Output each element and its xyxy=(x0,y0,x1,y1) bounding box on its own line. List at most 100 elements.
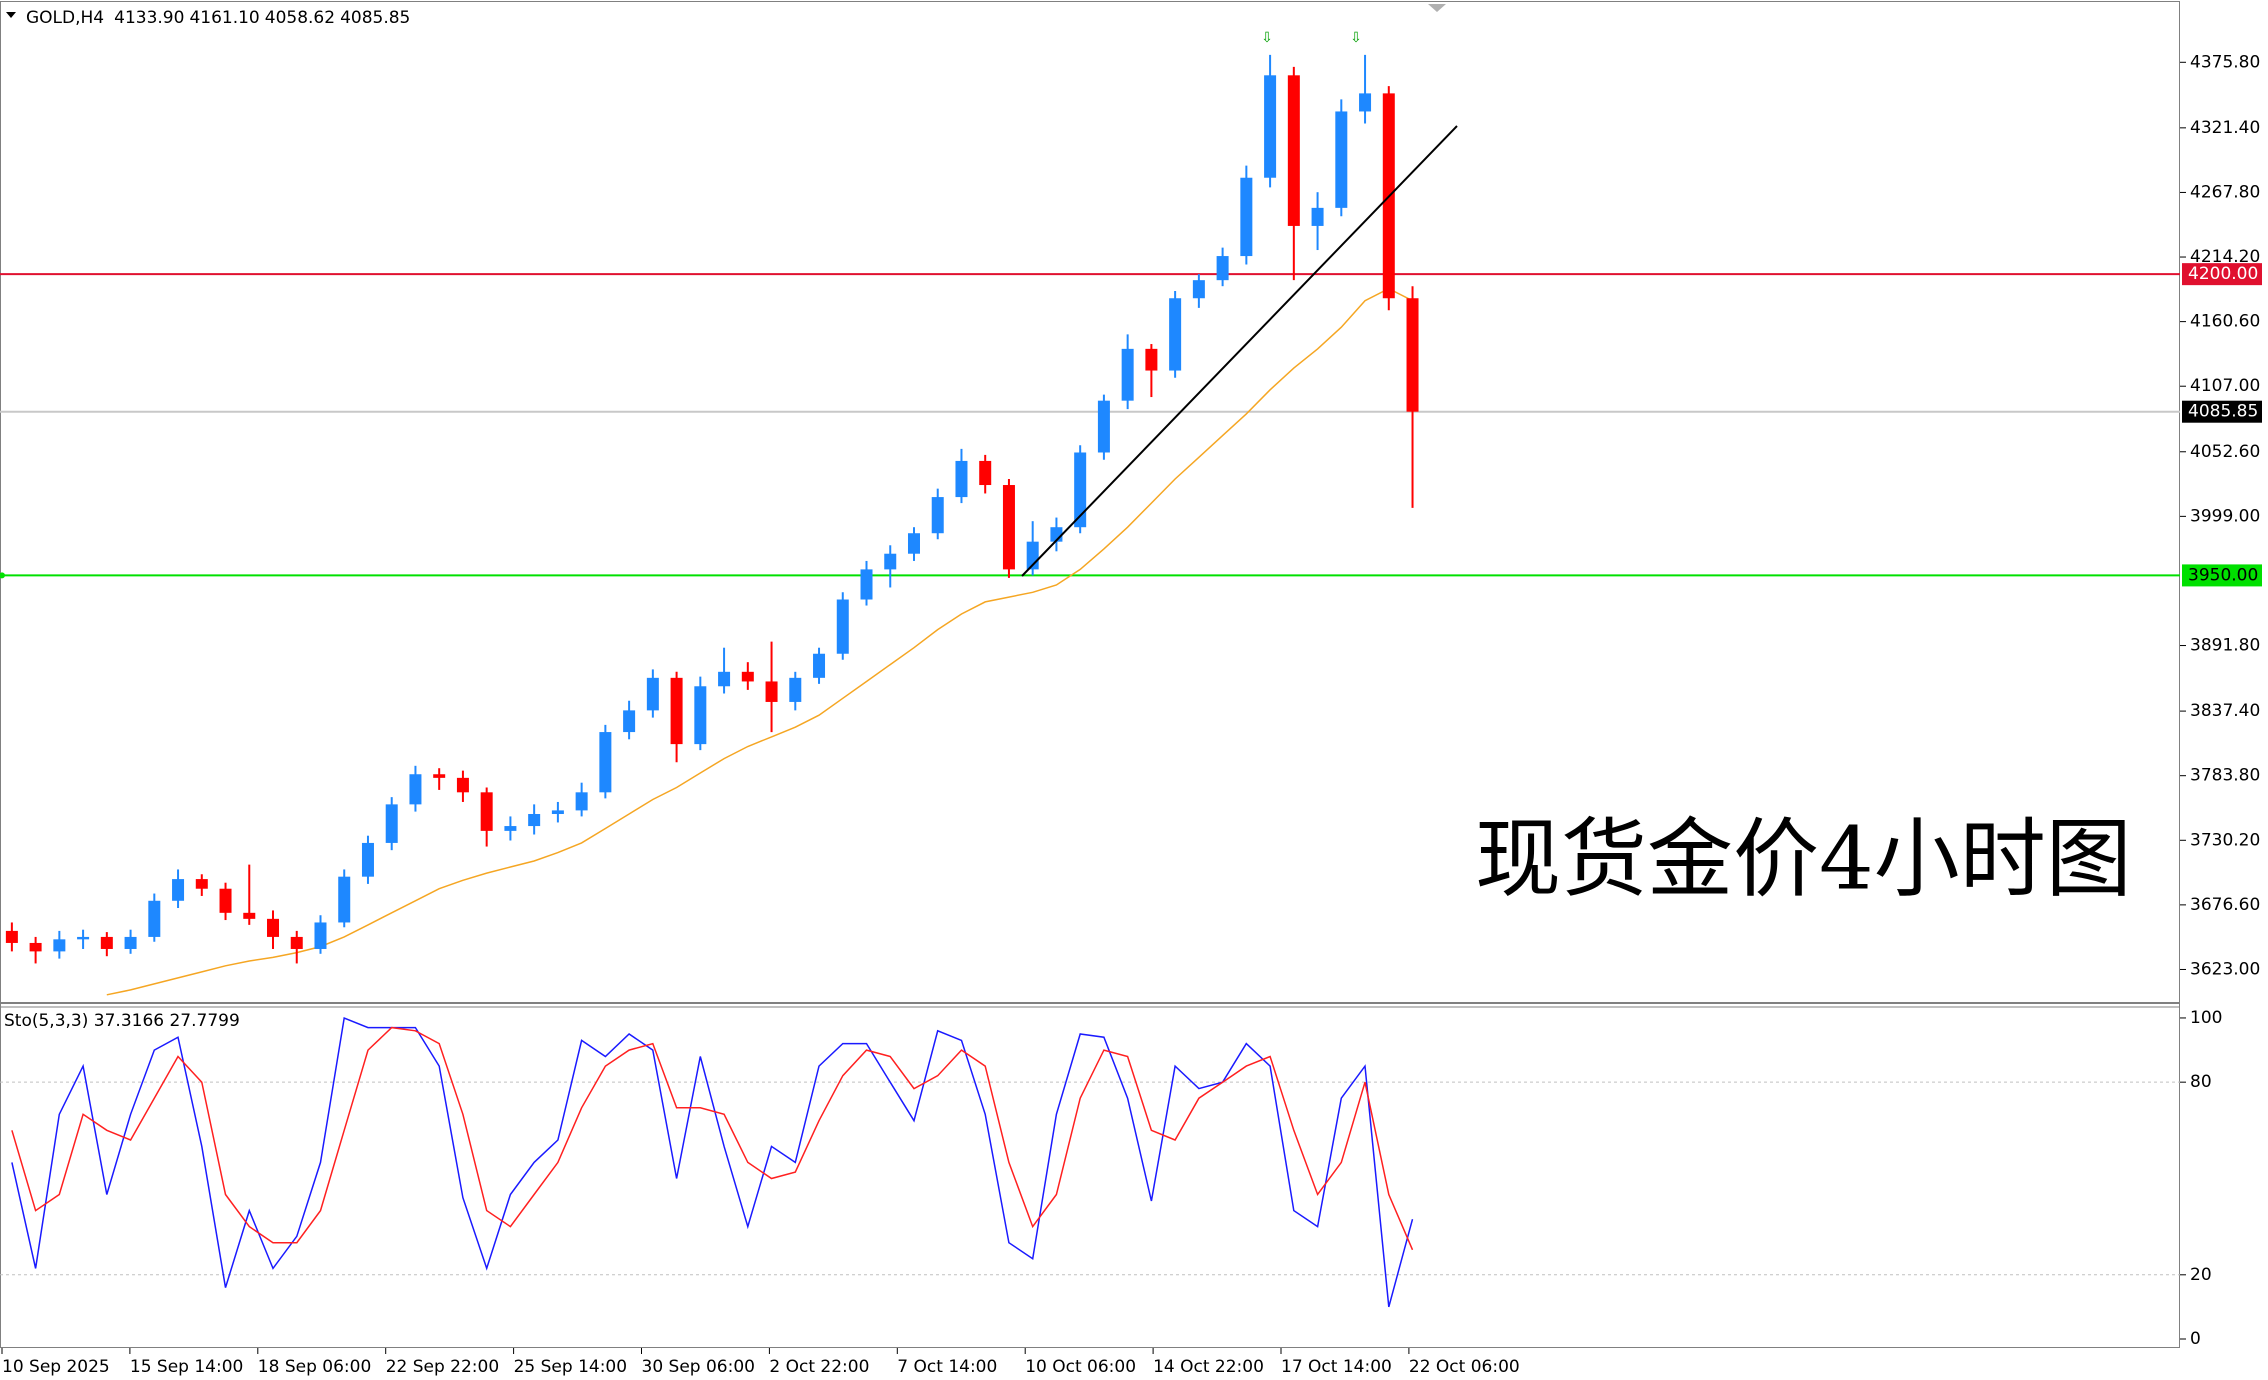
candle-body xyxy=(907,533,920,554)
y-tick-label: 3623.00 xyxy=(2190,959,2260,979)
candle-body xyxy=(694,686,707,745)
candle-body xyxy=(528,814,541,827)
symbol-menu-arrow[interactable] xyxy=(6,12,16,18)
x-tick-label: 10 Oct 06:00 xyxy=(1025,1357,1136,1377)
candle-body xyxy=(172,879,185,901)
candle-body xyxy=(599,732,612,793)
candle-body xyxy=(860,569,873,600)
candle-body xyxy=(1240,177,1253,257)
candle-body xyxy=(267,918,280,937)
x-tick-label: 22 Sep 22:00 xyxy=(386,1357,499,1377)
ohlc-value: 4085.85 xyxy=(340,8,410,28)
candle-body xyxy=(789,677,802,702)
candle-body xyxy=(314,922,327,949)
frame xyxy=(0,1,2180,1348)
candle-body xyxy=(955,460,968,498)
candle-body xyxy=(718,671,731,687)
candle-body xyxy=(77,936,90,940)
candle-body xyxy=(290,936,303,949)
candle-body xyxy=(480,792,493,831)
candle-body xyxy=(979,460,992,486)
candle-body xyxy=(219,888,232,913)
price-level-label: 4085.85 xyxy=(2188,402,2258,422)
y-tick-label: 3730.20 xyxy=(2190,830,2260,850)
y-tick-label: 4375.80 xyxy=(2190,52,2260,72)
y-tick-label: 3837.40 xyxy=(2190,701,2260,721)
candle-body xyxy=(1264,75,1277,178)
candle-body xyxy=(1287,75,1300,226)
x-tick-label: 10 Sep 2025 xyxy=(2,1357,110,1377)
y-tick-label: 4052.60 xyxy=(2190,442,2260,462)
ohlc-value: 4133.90 xyxy=(114,8,184,28)
candle-body xyxy=(1192,280,1205,299)
x-tick-label: 7 Oct 14:00 xyxy=(897,1357,997,1377)
symbol: GOLD,H4 xyxy=(26,8,104,28)
price-level-label: 4200.00 xyxy=(2188,264,2258,284)
y-tick-label: 0 xyxy=(2190,1329,2201,1349)
candle-body xyxy=(456,777,469,793)
candle-body xyxy=(433,774,446,778)
indicator-title: Sto(5,3,3) 37.3166 27.7799 xyxy=(4,1011,240,1031)
y-tick-label: 4107.00 xyxy=(2190,376,2260,396)
candle-body xyxy=(1002,485,1015,570)
y-tick-label: 3676.60 xyxy=(2190,895,2260,915)
candle-body xyxy=(361,842,374,877)
candle-body xyxy=(5,930,18,943)
candle-body xyxy=(195,879,208,889)
y-tick-label: 3999.00 xyxy=(2190,506,2260,526)
x-tick-label: 2 Oct 22:00 xyxy=(769,1357,869,1377)
x-tick-label: 30 Sep 06:00 xyxy=(642,1357,755,1377)
ohlc-value: 4161.10 xyxy=(189,8,259,28)
candle-body xyxy=(884,553,897,570)
candle-body xyxy=(670,677,683,745)
y-tick-label: 3891.80 xyxy=(2190,636,2260,656)
candle-body xyxy=(29,942,42,952)
candle-body xyxy=(338,876,351,923)
candle-body xyxy=(124,936,137,949)
candle-body xyxy=(409,774,422,805)
y-tick-label: 4321.40 xyxy=(2190,118,2260,138)
candle-body xyxy=(100,936,113,949)
candle-body xyxy=(1145,348,1158,371)
candle-body xyxy=(1359,93,1372,112)
candle-body xyxy=(1121,348,1134,401)
candle-body xyxy=(813,653,826,678)
candle-body xyxy=(741,671,754,682)
candle-body xyxy=(243,912,256,919)
fractal-arrow: ⇩ xyxy=(1350,30,1362,46)
candle-body xyxy=(575,792,588,811)
candle-body xyxy=(148,900,161,937)
annotation: 现货金价4小时图 xyxy=(1475,810,2132,910)
candle-body xyxy=(836,599,849,654)
candle-body xyxy=(385,804,398,843)
y-tick-label: 4214.20 xyxy=(2190,247,2260,267)
x-tick-label: 25 Sep 14:00 xyxy=(514,1357,627,1377)
candle-body xyxy=(646,677,659,711)
level-anchor xyxy=(0,572,5,579)
ohlc-value: 4058.62 xyxy=(265,8,335,28)
y-tick-label: 3783.80 xyxy=(2190,766,2260,786)
price-level-box xyxy=(2182,564,2262,587)
x-tick-label: 14 Oct 22:00 xyxy=(1153,1357,1264,1377)
chart-header: GOLD,H4 4133.90 4161.10 4058.62 4085.85 xyxy=(26,8,410,28)
candle-body xyxy=(1169,298,1182,371)
x-tick-label: 22 Oct 06:00 xyxy=(1409,1357,1520,1377)
stochastic-line xyxy=(11,1026,1414,1251)
candle-body xyxy=(1097,400,1110,453)
y-tick-label: 100 xyxy=(2190,1008,2222,1028)
y-tick-label: 80 xyxy=(2190,1072,2212,1092)
trendline[interactable] xyxy=(1021,125,1458,577)
y-tick-label: 4267.80 xyxy=(2190,182,2260,202)
candle-body xyxy=(1216,256,1229,281)
x-tick-label: 15 Sep 14:00 xyxy=(130,1357,243,1377)
candle-body xyxy=(1406,298,1419,412)
x-tick-label: 17 Oct 14:00 xyxy=(1281,1357,1392,1377)
x-tick-label: 18 Sep 06:00 xyxy=(258,1357,371,1377)
candle-body xyxy=(551,810,564,815)
price-level-box xyxy=(2182,400,2262,423)
fractal-arrow: ⇩ xyxy=(1261,30,1273,46)
candle-body xyxy=(1311,207,1324,226)
candle-body xyxy=(504,826,517,831)
